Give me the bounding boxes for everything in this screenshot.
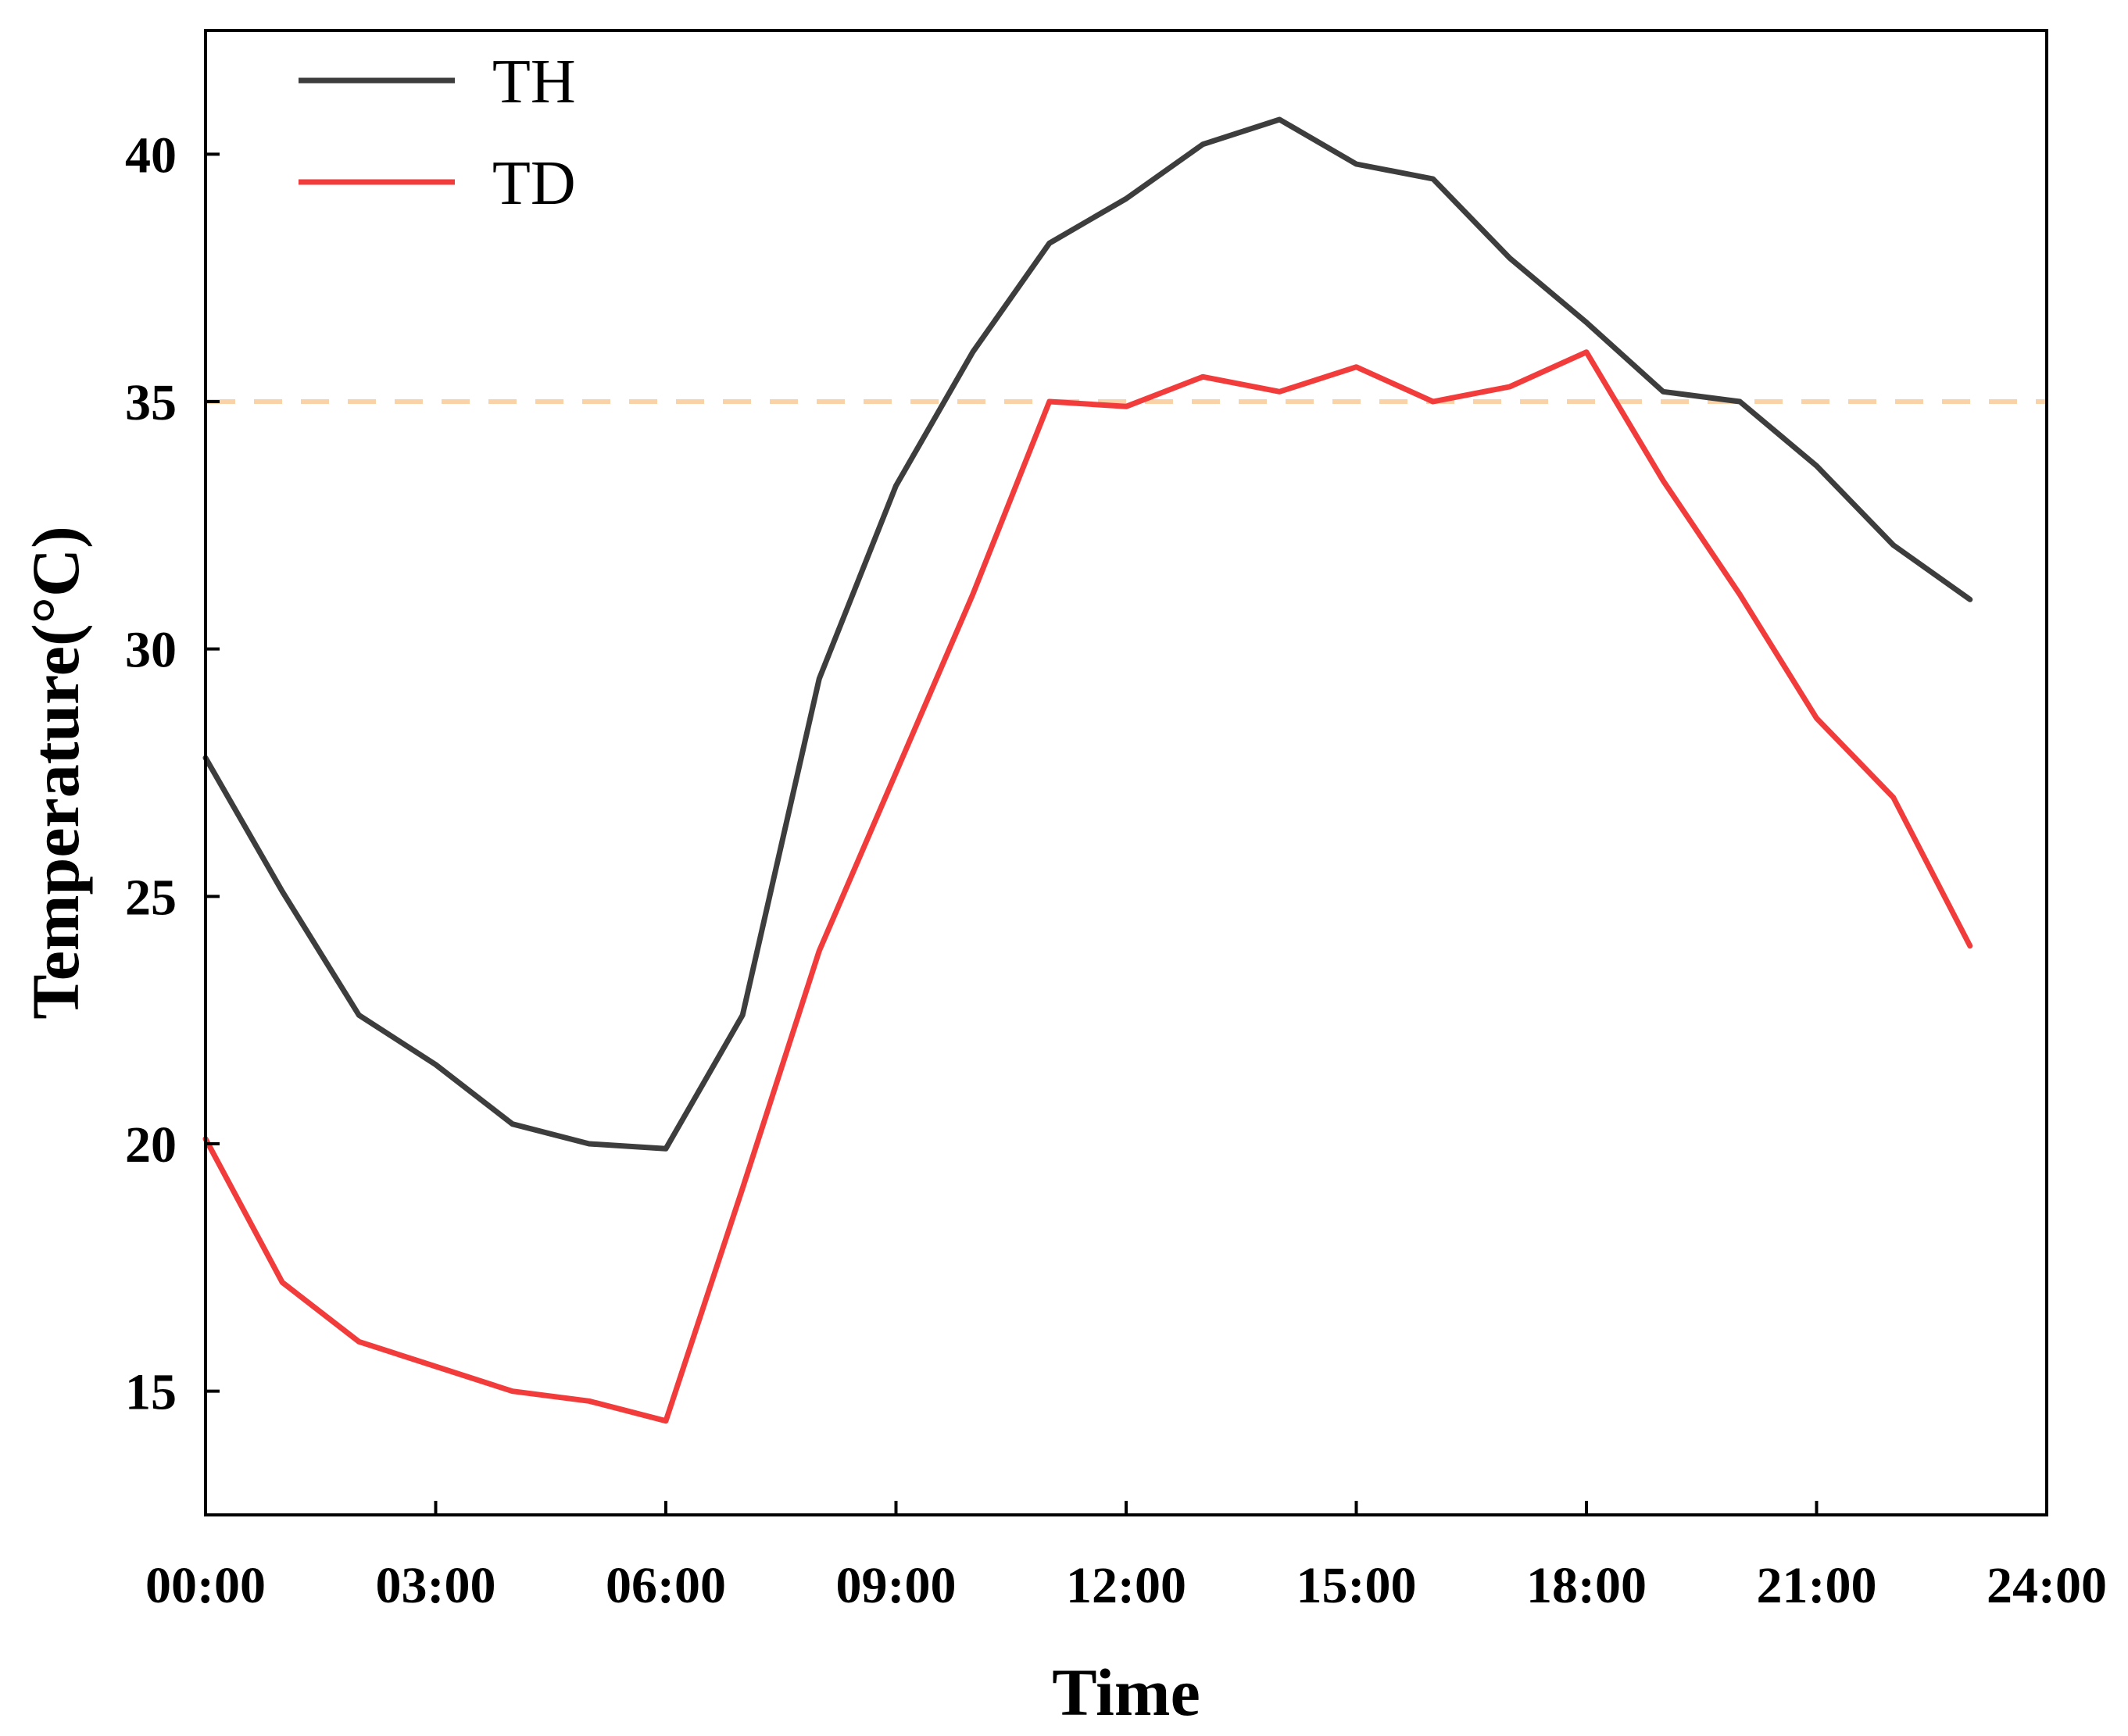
y-tick-label: 30 [125, 622, 177, 679]
x-tick-label: 18:00 [1526, 1557, 1647, 1614]
plot-frame [204, 29, 2048, 1516]
x-tick-label: 06:00 [606, 1557, 726, 1614]
x-tick-label: 09:00 [836, 1557, 957, 1614]
y-tick-label: 35 [125, 374, 177, 431]
x-tick-label: 03:00 [376, 1557, 496, 1614]
legend-label-td: TD [492, 149, 576, 218]
x-tick-label: 24:00 [1987, 1557, 2107, 1614]
x-tick-label: 15:00 [1296, 1557, 1417, 1614]
series-line-td [202, 349, 1973, 1424]
x-tick-label: 21:00 [1757, 1557, 1877, 1614]
y-axis-title: Temperature(°C) [18, 526, 93, 1019]
y-tick-label: 15 [125, 1364, 177, 1421]
y-tick-label: 40 [125, 127, 177, 184]
x-tick-label: 12:00 [1066, 1557, 1186, 1614]
y-tick-label: 25 [125, 869, 177, 926]
x-tick-label: 00:00 [145, 1557, 266, 1614]
legend-label-th: TH [492, 48, 576, 116]
y-tick-label: 20 [125, 1116, 177, 1173]
series-line-th [202, 116, 1973, 1152]
x-axis-title: Time [1052, 1655, 1200, 1730]
